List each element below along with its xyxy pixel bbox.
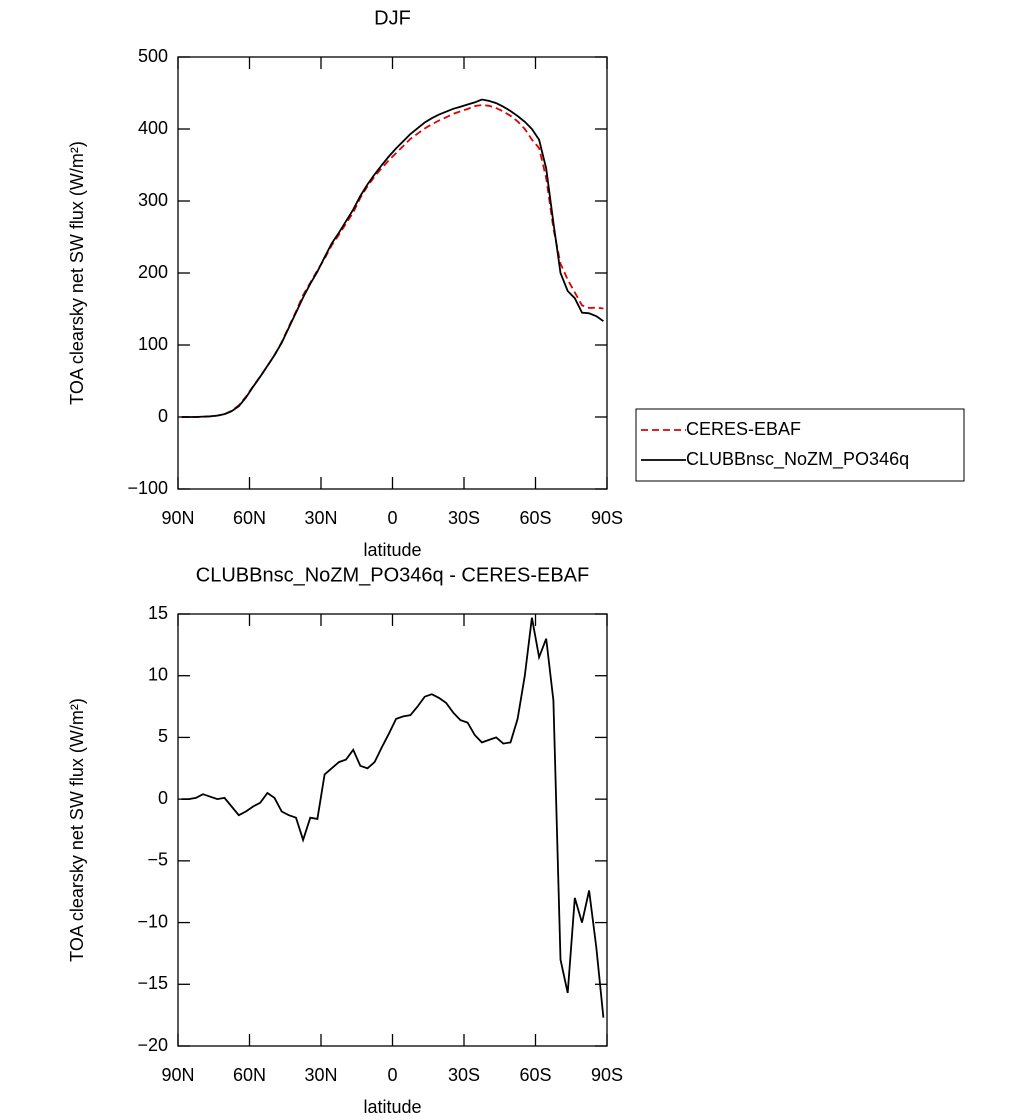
- y-tick-label: 10: [148, 664, 168, 684]
- y-tick-label: 0: [158, 406, 168, 426]
- x-axis-label: latitude: [363, 1097, 421, 1117]
- y-tick-label: −10: [137, 911, 168, 931]
- plot-frame: [177, 56, 608, 490]
- x-tick-label: 30S: [448, 1065, 480, 1085]
- y-tick-label: 100: [138, 334, 168, 354]
- y-tick-label: −5: [147, 850, 168, 870]
- x-tick-label: 0: [387, 1065, 397, 1085]
- y-tick-label: 5: [158, 726, 168, 746]
- x-tick-label: 30S: [448, 508, 480, 528]
- legend-label: CERES-EBAF: [686, 419, 801, 439]
- x-tick-label: 60N: [233, 508, 266, 528]
- data-line: [181, 98, 604, 418]
- y-tick-label: −15: [137, 973, 168, 993]
- x-tick-label: 90S: [591, 1065, 623, 1085]
- legend: CERES-EBAF CLUBBnsc_NoZM_PO346q: [635, 408, 965, 482]
- x-tick-label: 90N: [161, 1065, 194, 1085]
- y-tick-label: 300: [138, 190, 168, 210]
- x-tick-label: 30N: [304, 1065, 337, 1085]
- x-tick-label: 60S: [519, 508, 551, 528]
- y-tick-label: −100: [127, 478, 168, 498]
- x-tick-label: 90N: [161, 508, 194, 528]
- y-axis-label: TOA clearsky net SW flux (W/m²): [67, 141, 87, 405]
- legend-box: [635, 408, 965, 482]
- y-tick-label: 0: [158, 788, 168, 808]
- x-tick-label: 90S: [591, 508, 623, 528]
- chart-title: CLUBBnsc_NoZM_PO346q - CERES-EBAF: [196, 564, 589, 586]
- plot-frame: [177, 613, 608, 1047]
- y-axis-label: TOA clearsky net SW flux (W/m²): [67, 698, 87, 962]
- y-tick-label: 500: [138, 46, 168, 66]
- data-line: [181, 617, 605, 1018]
- x-tick-label: 30N: [304, 508, 337, 528]
- x-tick-label: 60S: [519, 1065, 551, 1085]
- y-tick-label: 400: [138, 118, 168, 138]
- chart-title: DJF: [374, 7, 411, 29]
- x-tick-label: 60N: [233, 1065, 266, 1085]
- y-tick-label: −20: [137, 1035, 168, 1055]
- x-tick-label: 0: [387, 508, 397, 528]
- legend-label: CLUBBnsc_NoZM_PO346q: [686, 449, 909, 470]
- y-tick-label: 15: [148, 603, 168, 623]
- y-tick-label: 200: [138, 262, 168, 282]
- x-axis-label: latitude: [363, 540, 421, 560]
